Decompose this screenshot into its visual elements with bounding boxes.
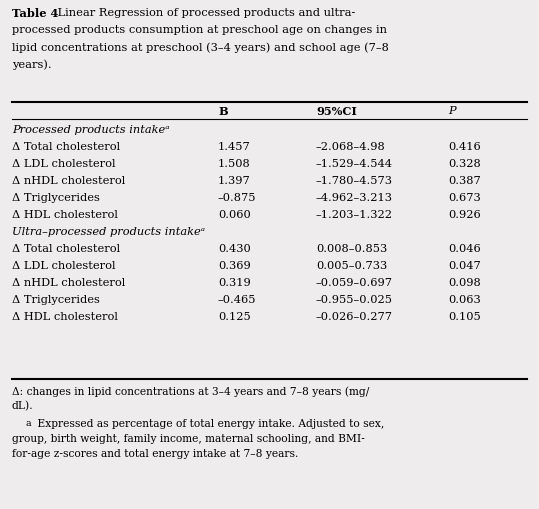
- Text: –0.875: –0.875: [218, 192, 257, 203]
- Text: 0.319: 0.319: [218, 277, 251, 288]
- Text: 0.328: 0.328: [448, 159, 481, 168]
- Text: –0.059–0.697: –0.059–0.697: [316, 277, 393, 288]
- Text: Δ Triglycerides: Δ Triglycerides: [12, 192, 100, 203]
- Text: Ultra–processed products intakeᵃ: Ultra–processed products intakeᵃ: [12, 227, 205, 237]
- Text: –4.962–3.213: –4.962–3.213: [316, 192, 393, 203]
- Text: 1.457: 1.457: [218, 142, 251, 152]
- Text: –0.465: –0.465: [218, 294, 257, 304]
- Text: 0.008–0.853: 0.008–0.853: [316, 243, 387, 253]
- Text: 0.125: 0.125: [218, 312, 251, 321]
- Text: 0.387: 0.387: [448, 176, 481, 186]
- Text: 0.926: 0.926: [448, 210, 481, 219]
- Text: Expressed as percentage of total energy intake. Adjusted to sex,: Expressed as percentage of total energy …: [34, 418, 384, 428]
- Text: 0.105: 0.105: [448, 312, 481, 321]
- Text: Δ HDL cholesterol: Δ HDL cholesterol: [12, 210, 118, 219]
- Text: processed products consumption at preschool age on changes in: processed products consumption at presch…: [12, 25, 387, 35]
- Text: 95%CI: 95%CI: [316, 106, 357, 117]
- Text: Δ Triglycerides: Δ Triglycerides: [12, 294, 100, 304]
- Text: Δ: changes in lipid concentrations at 3–4 years and 7–8 years (mg/: Δ: changes in lipid concentrations at 3–…: [12, 385, 369, 396]
- Text: 1.508: 1.508: [218, 159, 251, 168]
- Text: Table 4: Table 4: [12, 8, 58, 19]
- Text: Δ nHDL cholesterol: Δ nHDL cholesterol: [12, 277, 125, 288]
- Text: 0.005–0.733: 0.005–0.733: [316, 261, 387, 270]
- Text: Linear Regression of processed products and ultra-: Linear Regression of processed products …: [54, 8, 355, 18]
- Text: P: P: [448, 106, 455, 116]
- Text: 0.369: 0.369: [218, 261, 251, 270]
- Text: –1.529–4.544: –1.529–4.544: [316, 159, 393, 168]
- Text: –1.203–1.322: –1.203–1.322: [316, 210, 393, 219]
- Text: 0.673: 0.673: [448, 192, 481, 203]
- Text: years).: years).: [12, 59, 52, 69]
- Text: Δ HDL cholesterol: Δ HDL cholesterol: [12, 312, 118, 321]
- Text: –2.068–4.98: –2.068–4.98: [316, 142, 386, 152]
- Text: Δ Total cholesterol: Δ Total cholesterol: [12, 243, 120, 253]
- Text: Δ LDL cholesterol: Δ LDL cholesterol: [12, 159, 115, 168]
- Text: 0.046: 0.046: [448, 243, 481, 253]
- Text: Δ Total cholesterol: Δ Total cholesterol: [12, 142, 120, 152]
- Text: –0.955–0.025: –0.955–0.025: [316, 294, 393, 304]
- Text: 0.063: 0.063: [448, 294, 481, 304]
- Text: 0.098: 0.098: [448, 277, 481, 288]
- Text: dL).: dL).: [12, 400, 33, 410]
- Text: –0.026–0.277: –0.026–0.277: [316, 312, 393, 321]
- Text: –1.780–4.573: –1.780–4.573: [316, 176, 393, 186]
- Text: Δ LDL cholesterol: Δ LDL cholesterol: [12, 261, 115, 270]
- Text: lipid concentrations at preschool (3–4 years) and school age (7–8: lipid concentrations at preschool (3–4 y…: [12, 42, 389, 52]
- Text: Processed products intakeᵃ: Processed products intakeᵃ: [12, 125, 169, 135]
- Text: group, birth weight, family income, maternal schooling, and BMI-: group, birth weight, family income, mate…: [12, 433, 365, 443]
- Text: 0.060: 0.060: [218, 210, 251, 219]
- Text: a: a: [26, 418, 32, 427]
- Text: B: B: [218, 106, 227, 117]
- Text: 0.430: 0.430: [218, 243, 251, 253]
- Text: 1.397: 1.397: [218, 176, 251, 186]
- Text: Δ nHDL cholesterol: Δ nHDL cholesterol: [12, 176, 125, 186]
- Text: for-age z-scores and total energy intake at 7–8 years.: for-age z-scores and total energy intake…: [12, 448, 299, 458]
- Text: 0.047: 0.047: [448, 261, 481, 270]
- Text: 0.416: 0.416: [448, 142, 481, 152]
